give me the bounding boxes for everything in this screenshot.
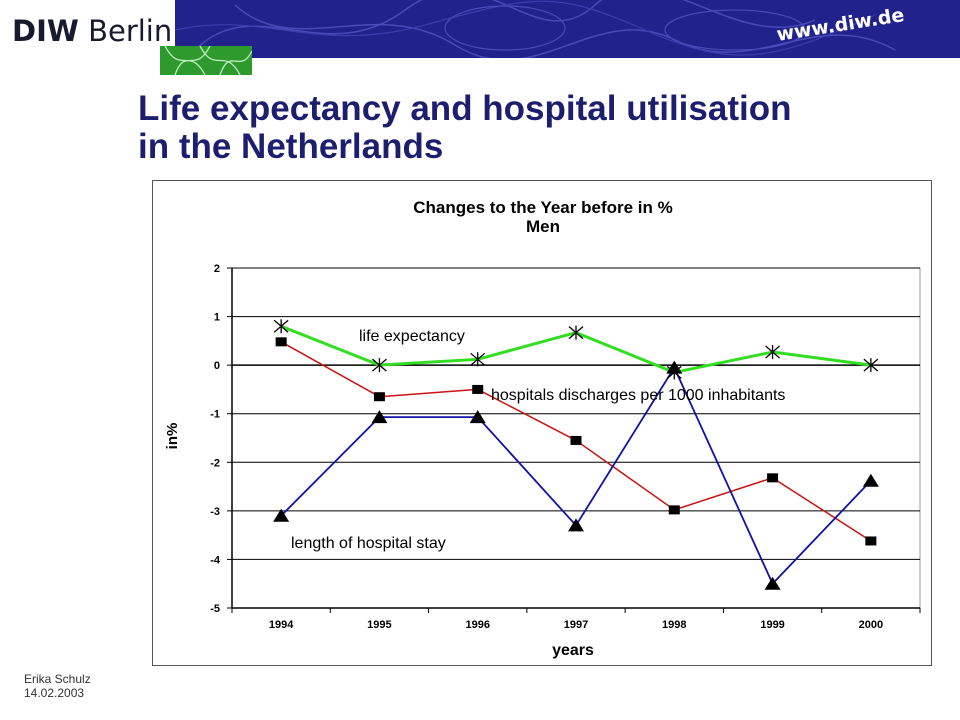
slide-title: Life expectancy and hospital utilisation…	[138, 90, 948, 166]
point-hospital-stay	[764, 576, 781, 590]
y-tick-label: -2	[210, 457, 220, 469]
point-life-expectancy	[863, 358, 879, 373]
x-tick-label: 1999	[760, 619, 784, 631]
y-tick-label: -4	[210, 554, 221, 566]
point-hospital-stay	[666, 360, 683, 374]
point-hospital-stay	[568, 518, 584, 532]
y-tick-label: -5	[210, 603, 220, 615]
x-tick-label: 1996	[465, 619, 489, 631]
point-hospital-stay	[862, 473, 879, 487]
line-chart: 2 1 0 -1 -2 -3 -4 -5 1994 1995 1996 1997 1998 1999 200…	[164, 198, 921, 659]
y-tick-label: 2	[214, 263, 220, 275]
grid-layer	[231, 267, 921, 609]
point-discharges	[570, 435, 582, 445]
label-life-expectancy: life expectancy	[359, 328, 465, 345]
y-axis-label: in%	[164, 423, 181, 450]
y-tick-label: -1	[210, 409, 220, 421]
point-life-expectancy	[273, 319, 289, 334]
slide-title-line1: Life expectancy and hospital utilisation	[138, 89, 792, 128]
chart-title: Changes to the Year before in %	[413, 198, 672, 217]
y-tick-label: -3	[210, 506, 220, 518]
logo-brand: DIW	[12, 14, 79, 48]
point-discharges	[275, 337, 287, 347]
point-discharges	[767, 473, 779, 483]
point-life-expectancy	[765, 345, 780, 360]
logo-city: Berlin	[88, 14, 173, 48]
point-life-expectancy	[372, 358, 387, 373]
y-tick-label: 0	[214, 360, 220, 372]
axis-layer: 2 1 0 -1 -2 -3 -4 -5 1994 1995 1996 1997 1998 1999 200…	[210, 263, 921, 631]
label-hospital-stay: length of hospital stay	[291, 535, 446, 552]
point-hospital-stay	[469, 410, 486, 424]
footer-author: Erika Schulz	[24, 672, 91, 686]
x-tick-label: 1998	[662, 619, 686, 631]
slide-title-line2: in the Netherlands	[138, 127, 444, 166]
footer: Erika Schulz 14.02.2003	[24, 672, 91, 700]
green-accent	[160, 46, 252, 75]
point-life-expectancy	[470, 352, 486, 367]
series-layer	[273, 319, 879, 590]
x-tick-label: 1997	[564, 619, 588, 631]
x-tick-label: 1995	[367, 619, 391, 631]
x-axis-label: years	[552, 642, 594, 659]
banner-scribble	[175, 0, 896, 58]
y-tick-label: 1	[214, 312, 220, 324]
point-life-expectancy	[568, 325, 584, 340]
diw-logo: DIW Berlin	[12, 14, 172, 48]
header-banner: www.diw.de	[175, 0, 960, 58]
x-tick-label: 2000	[859, 619, 883, 631]
footer-date: 14.02.2003	[24, 686, 85, 700]
chart-frame: 2 1 0 -1 -2 -3 -4 -5 1994 1995 1996 1997 1998 1999 200…	[152, 180, 932, 666]
point-discharges	[668, 505, 680, 515]
point-discharges	[865, 536, 877, 546]
point-hospital-stay	[371, 410, 388, 424]
label-discharges: hospitals discharges per 1000 inhabitant…	[491, 387, 785, 404]
point-hospital-stay	[273, 508, 290, 522]
point-discharges	[373, 392, 385, 402]
chart-subtitle: Men	[526, 217, 560, 236]
x-tick-label: 1994	[269, 619, 294, 631]
point-discharges	[472, 384, 484, 394]
